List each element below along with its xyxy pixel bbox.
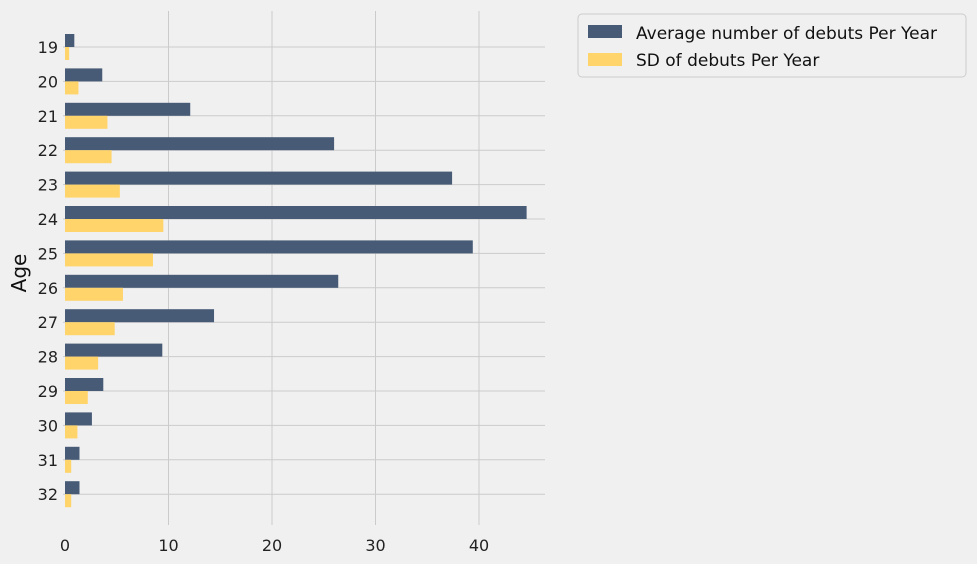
y-tick-label: 27 [38,313,58,332]
bar-sd-30 [65,425,78,439]
x-tick-label: 40 [469,536,489,555]
legend-swatch-sd [588,53,622,66]
legend: Average number of debuts Per Year SD of … [577,13,967,78]
x-tick-label: 20 [262,536,282,555]
y-tick-label: 28 [38,348,58,367]
bar-sd-26 [65,287,123,301]
bars [65,34,527,508]
bar-sd-27 [65,322,115,336]
bar-average-30 [65,412,92,426]
bar-average-23 [65,171,453,185]
bar-average-21 [65,102,191,116]
y-tick-labels: 19 20 21 22 23 24 25 26 27 28 29 30 31 32 [38,38,58,504]
bar-sd-19 [65,47,70,60]
bar-sd-24 [65,219,164,232]
y-tick-label: 24 [38,210,58,229]
y-tick-label: 19 [38,38,58,57]
bar-sd-31 [65,459,72,473]
y-tick-label: 23 [38,176,58,195]
bar-sd-28 [65,356,99,370]
bar-sd-23 [65,184,120,198]
bar-average-29 [65,378,104,391]
bar-average-20 [65,68,103,82]
y-axis-title: Age [7,254,31,293]
bar-sd-22 [65,150,112,164]
bar-average-28 [65,343,163,357]
y-tick-label: 32 [38,485,58,504]
y-tick-label: 26 [38,279,58,298]
x-tick-labels: 0 10 20 30 40 [60,536,489,555]
y-tick-label: 20 [38,72,58,91]
legend-label-sd: SD of debuts Per Year [636,51,819,71]
bar-sd-32 [65,494,72,508]
x-tick-label: 10 [158,536,178,555]
bar-sd-20 [65,81,79,95]
y-tick-label: 29 [38,382,58,401]
bar-average-31 [65,446,80,460]
x-tick-label: 0 [60,536,70,555]
bar-average-22 [65,137,335,151]
y-tick-label: 25 [38,244,58,263]
x-tick-label: 30 [365,536,385,555]
bar-sd-21 [65,115,108,129]
legend-label-average: Average number of debuts Per Year [636,24,937,44]
bar-average-19 [65,34,75,47]
y-tick-label: 22 [38,141,58,160]
y-tick-label: 30 [38,416,58,435]
legend-swatch-average [588,25,622,38]
bar-average-25 [65,240,473,254]
bar-average-26 [65,274,339,288]
bar-sd-25 [65,253,153,267]
y-tick-label: 31 [38,451,58,470]
bar-average-27 [65,309,215,323]
bar-sd-29 [65,391,88,404]
bar-average-32 [65,481,80,495]
y-tick-label: 21 [38,107,58,126]
bar-average-24 [65,206,527,219]
legend-box [577,13,967,78]
